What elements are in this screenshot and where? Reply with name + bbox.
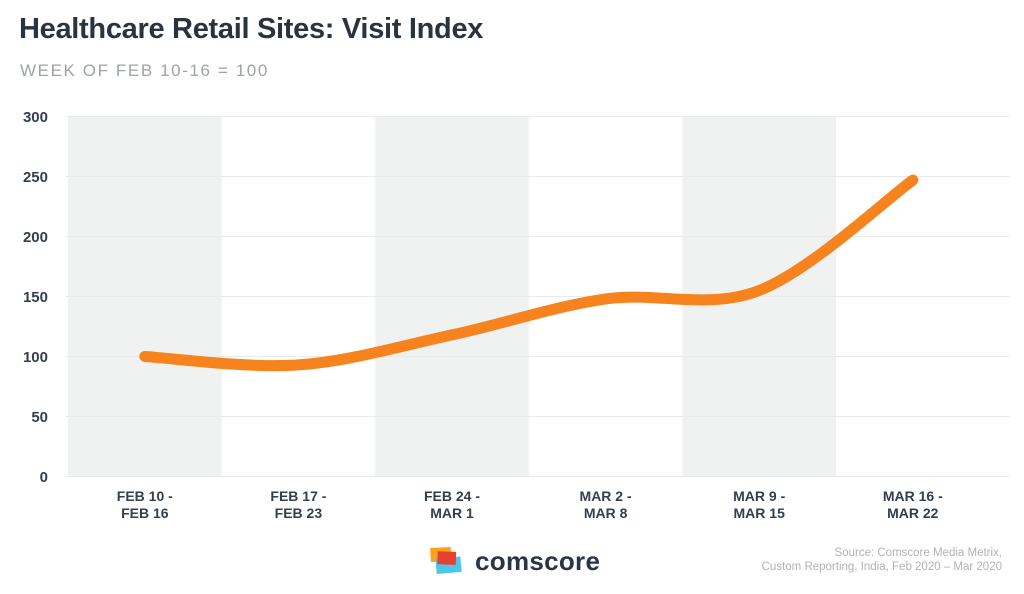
visit-index-line-chart: 0 50 100 150 200 250 300 FEB 10 -FEB 16 FEB 17 -… xyxy=(23,109,1010,521)
y-axis-tick-label: 150 xyxy=(23,289,48,306)
y-axis-tick-label: 250 xyxy=(23,169,48,186)
source-attribution: Source: Comscore Media Metrix, Custom Re… xyxy=(762,547,1002,574)
y-axis-tick-label: 0 xyxy=(40,469,48,486)
x-axis-label: FEB 10 -FEB 16 xyxy=(117,488,173,521)
y-axis-tick-label: 100 xyxy=(23,349,48,366)
comscore-logo-icon xyxy=(430,546,462,575)
source-line-1: Source: Comscore Media Metrix, xyxy=(834,547,1002,559)
chart-subtitle: WEEK OF FEB 10-16 = 100 xyxy=(20,61,269,80)
x-axis-label: FEB 24 -MAR 1 xyxy=(424,488,480,521)
visit-index-line xyxy=(139,174,919,372)
comscore-logo-text: comscore xyxy=(475,546,601,576)
source-line-2: Custom Reporting, India, Feb 2020 – Mar … xyxy=(761,560,1002,573)
y-axis-tick-label: 200 xyxy=(23,229,48,246)
x-axis-label: MAR 2 -MAR 8 xyxy=(580,488,632,521)
x-axis-label: MAR 9 -MAR 15 xyxy=(733,488,785,521)
x-axis-label: FEB 17 -FEB 23 xyxy=(270,488,326,521)
x-axis-label: MAR 16 -MAR 22 xyxy=(883,488,943,521)
comscore-logo: comscore xyxy=(429,545,600,578)
y-axis-tick-label: 300 xyxy=(23,109,48,126)
y-axis-tick-label: 50 xyxy=(31,409,48,426)
chart-title: Healthcare Retail Sites: Visit Index xyxy=(19,13,484,45)
